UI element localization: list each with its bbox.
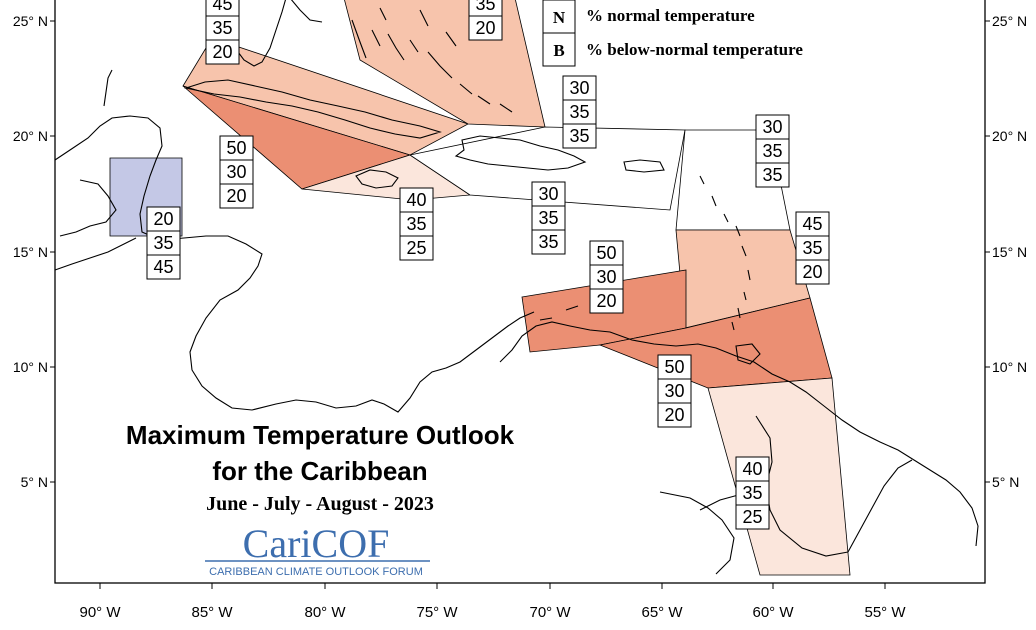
legend: N B % normal temperature % below-normal …: [542, 0, 803, 67]
lat-label: 25° N: [13, 13, 48, 29]
legend-text: % normal temperature: [586, 6, 755, 25]
lon-label: 80° W: [304, 604, 346, 621]
prob-value: 20: [475, 18, 495, 38]
prob-value: 45: [802, 214, 822, 234]
prob-box-lesser-antilles: 45 35 20: [795, 211, 830, 285]
lon-label: 90° W: [79, 604, 121, 621]
prob-box-guianas: 40 35 25: [735, 456, 770, 530]
prob-value: 35: [762, 165, 782, 185]
prob-value: 20: [802, 262, 822, 282]
lon-label: 75° W: [416, 604, 458, 621]
prob-value: 35: [569, 102, 589, 122]
prob-value: 30: [596, 267, 616, 287]
lon-label: 65° W: [641, 604, 683, 621]
logo-wordmark: CariCOF: [243, 521, 390, 566]
prob-value: 30: [226, 162, 246, 182]
prob-box-leewards-north: 30 35 35: [755, 114, 790, 188]
prob-value: 40: [406, 190, 426, 210]
latitude-axis-right: 25° N 20° N 15° N 10° N 5° N: [992, 13, 1027, 490]
prob-value: 30: [762, 117, 782, 137]
prob-box-trinidad: 50 30 20: [657, 354, 692, 428]
prob-value: 20: [212, 42, 232, 62]
legend-text: % below-normal temperature: [586, 40, 803, 59]
latitude-axis-left: 25° N 20° N 15° N 10° N 5° N: [13, 13, 48, 490]
map-title-line2: for the Caribbean: [212, 456, 427, 486]
caricof-logo: CariCOF CARIBBEAN CLIMATE OUTLOOK FORUM: [205, 521, 430, 578]
lon-label: 60° W: [752, 604, 794, 621]
prob-value: 25: [406, 238, 426, 258]
prob-value: 30: [538, 184, 558, 204]
zone-hispaniola: [408, 126, 686, 211]
lat-label: 5° N: [992, 474, 1019, 490]
prob-box-bahamas-east: 35 20: [468, 0, 503, 41]
latitude-ticks: [50, 20, 990, 483]
prob-box-turks-caicos: 30 35 35: [562, 75, 597, 149]
prob-value: 20: [664, 405, 684, 425]
prob-value: 35: [475, 0, 495, 14]
prob-value: 35: [802, 238, 822, 258]
prob-value: 35: [538, 208, 558, 228]
logo-tagline: CARIBBEAN CLIMATE OUTLOOK FORUM: [209, 566, 423, 578]
prob-value: 20: [226, 186, 246, 206]
prob-value: 50: [596, 243, 616, 263]
lon-label: 70° W: [529, 604, 571, 621]
lat-label: 25° N: [992, 13, 1027, 29]
prob-value: 35: [538, 232, 558, 252]
prob-value: 45: [212, 0, 232, 14]
prob-value: 30: [569, 78, 589, 98]
lat-label: 5° N: [21, 474, 48, 490]
title-block: Maximum Temperature Outlook for the Cari…: [126, 420, 515, 515]
prob-box-hispaniola: 30 35 35: [531, 181, 566, 255]
legend-letter: N: [553, 8, 566, 27]
prob-value: 35: [153, 233, 173, 253]
lat-label: 20° N: [13, 128, 48, 144]
prob-value: 35: [569, 126, 589, 146]
prob-value: 50: [226, 138, 246, 158]
prob-value: 35: [742, 483, 762, 503]
lon-label: 85° W: [191, 604, 233, 621]
longitude-ticks: [99, 583, 886, 589]
lat-label: 10° N: [992, 359, 1027, 375]
map-title: Maximum Temperature Outlook: [126, 420, 515, 450]
map-period: June - July - August - 2023: [206, 493, 434, 515]
prob-value: 20: [596, 291, 616, 311]
lat-label: 10° N: [13, 359, 48, 375]
lat-label: 15° N: [992, 244, 1027, 260]
prob-value: 35: [406, 214, 426, 234]
prob-value: 25: [742, 507, 762, 527]
prob-value: 20: [153, 209, 173, 229]
prob-value: 45: [153, 257, 173, 277]
legend-letter: B: [553, 41, 564, 60]
prob-box-jamaica: 40 35 25: [399, 187, 434, 261]
lat-label: 15° N: [13, 244, 48, 260]
prob-value: 40: [742, 459, 762, 479]
prob-value: 35: [212, 18, 232, 38]
prob-value: 35: [762, 141, 782, 161]
prob-box-abc-islands: 50 30 20: [589, 240, 624, 314]
prob-value: 30: [664, 381, 684, 401]
probability-boxes: 45 35 20 35 20 50 30 20 20 35 45: [146, 0, 830, 530]
prob-box-belize: 20 35 45: [146, 206, 181, 280]
lat-label: 20° N: [992, 128, 1027, 144]
lon-label: 55° W: [864, 604, 906, 621]
prob-value: 50: [664, 357, 684, 377]
longitude-axis: 90° W 85° W 80° W 75° W 70° W 65° W 60° …: [79, 604, 906, 621]
prob-box-bahamas-north: 45 35 20: [205, 0, 240, 65]
prob-box-cuba: 50 30 20: [219, 135, 254, 209]
